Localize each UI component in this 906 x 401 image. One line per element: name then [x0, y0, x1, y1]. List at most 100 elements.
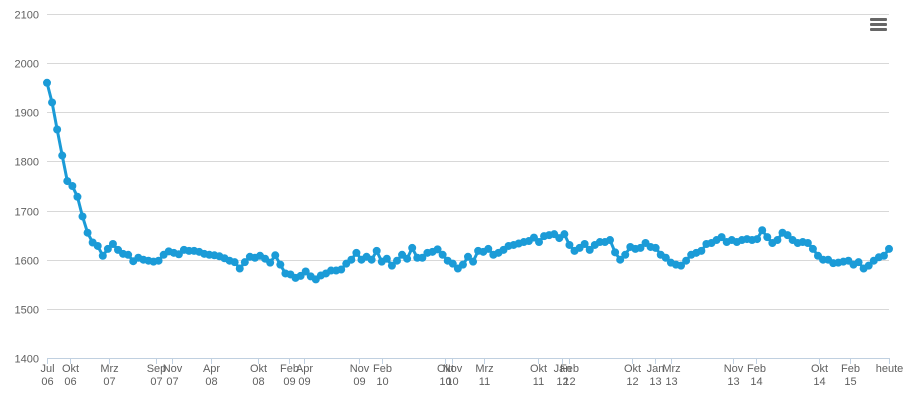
data-point[interactable] — [621, 250, 630, 259]
data-point[interactable] — [266, 258, 275, 267]
data-point[interactable] — [585, 245, 594, 254]
data-point[interactable] — [347, 255, 356, 264]
y-axis-ticks: 1400 1500 1600 1700 1800 1900 2000 2100 — [15, 10, 39, 366]
data-point[interactable] — [661, 253, 670, 262]
data-point[interactable] — [301, 267, 310, 276]
data-point[interactable] — [53, 125, 62, 134]
data-point[interactable] — [651, 243, 660, 252]
x-tick-label: Apr 08 — [203, 363, 220, 388]
x-tick-label: heute — [876, 363, 904, 375]
data-point[interactable] — [230, 258, 239, 267]
data-point[interactable] — [535, 238, 544, 247]
data-point[interactable] — [93, 241, 102, 250]
data-point[interactable] — [367, 255, 376, 264]
data-point[interactable] — [387, 261, 396, 270]
data-point[interactable] — [469, 257, 478, 266]
data-point[interactable] — [124, 250, 133, 259]
data-point[interactable] — [103, 244, 112, 253]
data-point[interactable] — [108, 239, 117, 248]
data-point[interactable] — [352, 248, 361, 257]
y-tick-label: 1400 — [15, 354, 39, 366]
x-tick-label: Nov 10 — [443, 363, 463, 388]
x-tick-label: Okt 12 — [624, 363, 641, 388]
data-point[interactable] — [372, 246, 381, 255]
data-point[interactable] — [616, 255, 625, 264]
data-point[interactable] — [565, 240, 574, 249]
data-point[interactable] — [68, 182, 77, 190]
grid-lines — [47, 14, 889, 359]
x-tick-label: Okt 10 — [437, 363, 454, 388]
x-tick-label: Nov 09 — [350, 363, 370, 388]
data-point[interactable] — [154, 256, 163, 265]
data-point[interactable] — [63, 177, 72, 186]
data-point[interactable] — [758, 226, 767, 235]
x-tick-label: Jul 06 — [40, 363, 54, 388]
data-point[interactable] — [458, 260, 467, 269]
data-point[interactable] — [382, 254, 391, 263]
y-tick-label: 1700 — [15, 207, 39, 219]
data-point[interactable] — [464, 252, 472, 261]
data-point[interactable] — [58, 151, 67, 160]
data-point[interactable] — [43, 78, 51, 87]
x-tick-label: Mrz 07 — [100, 363, 118, 388]
x-tick-label: Mrz 13 — [662, 363, 680, 388]
data-point[interactable] — [560, 230, 569, 239]
y-tick-label: 2100 — [15, 10, 39, 22]
chart-menu-button[interactable] — [866, 14, 892, 36]
data-point[interactable] — [276, 260, 285, 269]
y-tick-label: 1600 — [15, 256, 39, 268]
data-point[interactable] — [763, 233, 772, 242]
data-point[interactable] — [773, 236, 782, 245]
data-point[interactable] — [879, 251, 888, 260]
data-point[interactable] — [408, 243, 417, 252]
data-point[interactable] — [403, 254, 412, 263]
data-point[interactable] — [885, 244, 893, 253]
x-tick-label: Nov 07 — [163, 363, 183, 388]
x-tick-label: Feb 15 — [841, 363, 860, 388]
data-point[interactable] — [240, 258, 249, 267]
y-tick-label: 1800 — [15, 157, 39, 169]
data-point[interactable] — [783, 231, 792, 240]
y-tick-label: 1900 — [15, 108, 39, 120]
x-tick-label: Nov 13 — [724, 363, 744, 388]
data-point[interactable] — [580, 239, 589, 248]
x-tick-label: Apr 09 — [296, 363, 313, 388]
data-point[interactable] — [438, 250, 447, 259]
data-point[interactable] — [448, 259, 457, 268]
y-tick-label: 1500 — [15, 305, 39, 317]
data-point[interactable] — [677, 261, 686, 270]
x-tick-label: Jan 13 — [647, 363, 665, 388]
data-point[interactable] — [682, 256, 691, 265]
data-point[interactable] — [697, 246, 706, 255]
series-points — [43, 78, 893, 284]
data-point[interactable] — [98, 251, 107, 260]
x-tick-label: Okt 11 — [530, 363, 547, 388]
y-tick-label: 2000 — [15, 59, 39, 71]
data-point[interactable] — [606, 236, 615, 245]
data-point[interactable] — [717, 233, 726, 242]
data-point[interactable] — [433, 245, 442, 254]
data-point[interactable] — [392, 256, 401, 265]
data-point[interactable] — [83, 228, 92, 237]
x-tick-label: Sep 07 — [147, 363, 167, 388]
x-tick-label: Okt 14 — [811, 363, 828, 388]
data-point[interactable] — [864, 261, 873, 270]
data-point[interactable] — [808, 244, 817, 253]
data-point[interactable] — [73, 192, 82, 201]
data-point[interactable] — [271, 251, 280, 260]
data-point[interactable] — [418, 253, 427, 262]
data-point[interactable] — [484, 244, 493, 253]
x-tick-label: Feb 12 — [560, 363, 579, 388]
data-point[interactable] — [611, 248, 620, 257]
data-point[interactable] — [337, 265, 346, 274]
data-point[interactable] — [235, 264, 244, 273]
data-point[interactable] — [48, 98, 57, 107]
data-point[interactable] — [78, 212, 87, 221]
data-point[interactable] — [803, 239, 812, 248]
data-point[interactable] — [854, 258, 863, 267]
data-point[interactable] — [753, 235, 762, 244]
x-tick-label: Feb 10 — [373, 363, 392, 388]
data-point[interactable] — [636, 243, 645, 252]
